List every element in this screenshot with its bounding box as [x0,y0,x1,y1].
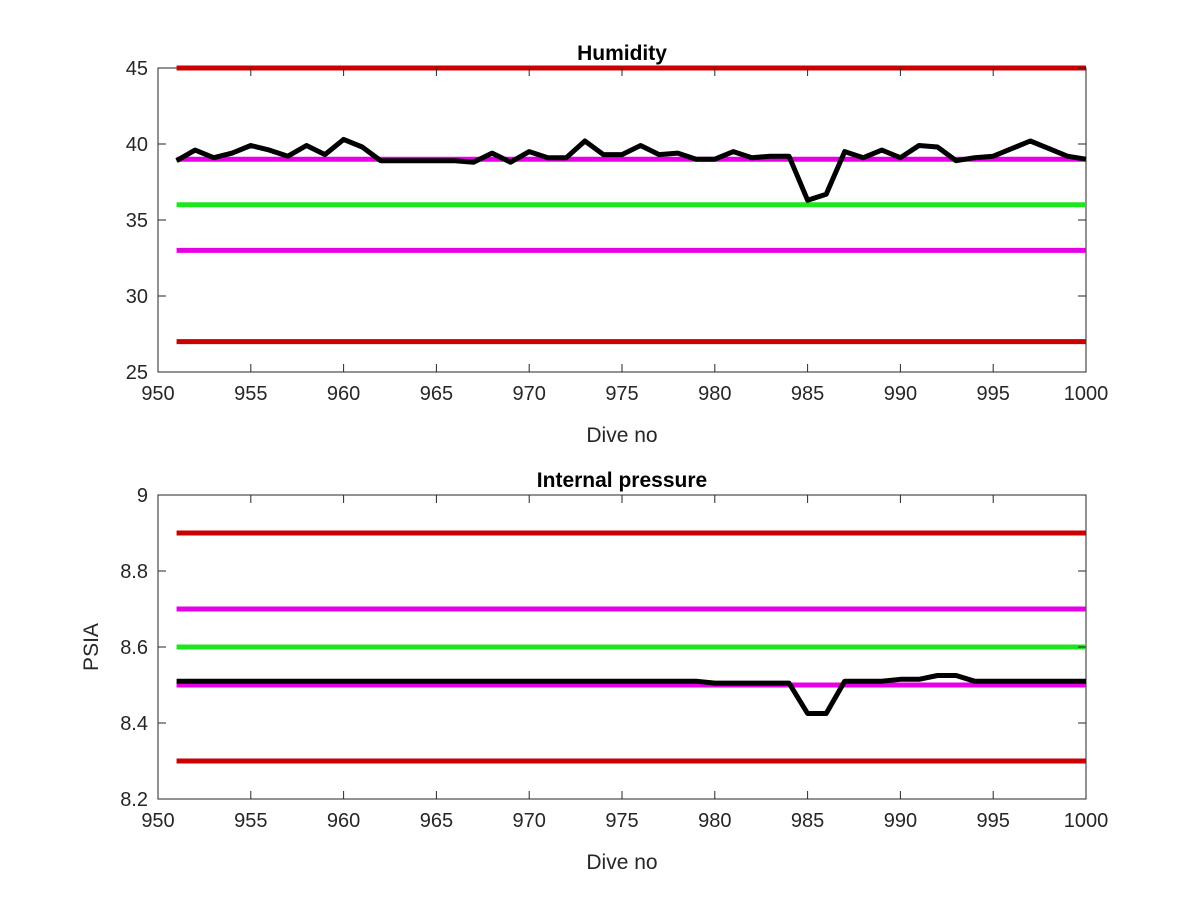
y-tick-label: 35 [126,210,148,232]
x-tick-label: 955 [234,810,267,832]
y-tick-label: 8.8 [120,561,148,583]
x-tick-label: 950 [141,810,174,832]
x-tick-label: 970 [513,383,546,405]
x-tick-label: 995 [977,383,1010,405]
chart-title: Internal pressure [537,469,707,492]
x-tick-label: 970 [513,810,546,832]
y-tick-label: 40 [126,134,148,156]
x-tick-label: 960 [327,383,360,405]
x-tick-label: 965 [420,383,453,405]
y-tick-label: 45 [126,58,148,80]
x-tick-label: 960 [327,810,360,832]
x-tick-label: 1000 [1064,383,1109,405]
x-tick-label: 955 [234,383,267,405]
x-tick-label: 1000 [1064,810,1109,832]
humidity-plot: 950 955 960 965 970 975 980 985 990 995 1000 25 30 35… [126,42,1109,447]
internal-pressure-plot: 950 955 960 965 970 975 980 985 990 995 1000 8.2 8.4… [80,469,1108,874]
x-axis-label: Dive no [586,851,657,874]
y-tick-label: 25 [126,362,148,384]
y-tick-label: 8.6 [120,637,148,659]
y-tick-label: 8.2 [120,789,148,811]
series-line [176,673,1086,716]
series-line [175,136,1087,203]
x-tick-label: 975 [605,383,638,405]
y-tick-label: 8.4 [120,713,148,735]
x-tick-label: 985 [791,383,824,405]
x-tick-label: 985 [791,810,824,832]
x-tick-label: 965 [420,810,453,832]
x-tick-label: 980 [698,810,731,832]
y-tick-label: 30 [126,286,148,308]
axes-box [157,67,1087,373]
x-tick-label: 990 [884,810,917,832]
y-axis-label: PSIA [80,623,103,671]
x-tick-label: 950 [141,383,174,405]
chart-title: Humidity [577,42,667,65]
x-tick-label: 980 [698,383,731,405]
x-tick-label: 975 [605,810,638,832]
x-tick-label: 995 [977,810,1010,832]
y-tick-label: 9 [137,485,148,507]
x-axis-label: Dive no [586,424,657,447]
x-tick-label: 990 [884,383,917,405]
